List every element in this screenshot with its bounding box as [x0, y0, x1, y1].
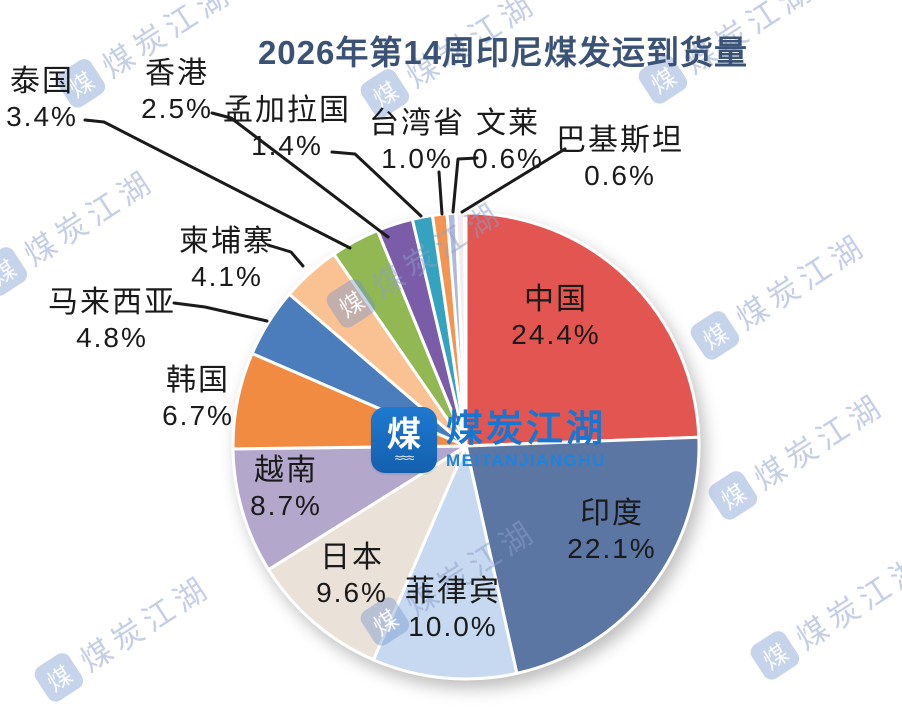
slice-label-thailand: 泰国 3.4% — [6, 65, 78, 132]
brand-logo-icon: 煤 ≈≈≈ — [371, 407, 437, 473]
leader-line-thailand — [83, 118, 352, 250]
pie-slice-菲律宾 — [371, 444, 519, 681]
pie-slice-越南 — [231, 444, 468, 572]
wave-icon: ≈≈≈ — [394, 450, 414, 465]
slice-label-vietnam: 越南 8.7% — [250, 454, 322, 521]
leader-line-taiwan — [437, 170, 444, 216]
slice-label-philippines: 菲律宾 10.0% — [405, 575, 501, 642]
pie-slice-日本 — [266, 444, 468, 662]
slice-label-cambodia: 柬埔寨 4.1% — [179, 225, 275, 292]
slice-label-korea: 韩国 6.7% — [162, 364, 234, 431]
brand-name-en: MEITANJIANGHU — [446, 451, 606, 470]
slice-label-japan: 日本 9.6% — [316, 541, 388, 608]
leader-line-cambodia — [266, 243, 305, 268]
leader-line-brunei — [451, 156, 479, 214]
pie-slice-中国 — [464, 211, 701, 448]
pie-slice-印度 — [464, 435, 701, 675]
leader-line-pakistan — [460, 147, 567, 214]
slice-label-china: 中国 24.4% — [511, 283, 601, 350]
pie-slice-巴基斯坦 — [454, 211, 468, 448]
leader-line-malaysia — [172, 301, 269, 323]
leader-line-hongkong — [210, 111, 390, 239]
slice-label-brunei: 文莱 0.6% — [472, 107, 544, 174]
chart-title: 2026年第14周印尼煤发运到货量 — [257, 34, 749, 71]
slice-label-taiwan: 台湾省 1.0% — [369, 107, 465, 174]
leader-line-bangladesh — [330, 150, 423, 218]
brand-watermark: 煤 ≈≈≈ 煤炭江湖 MEITANJIANGHU — [371, 407, 606, 473]
slice-label-pakistan: 巴基斯坦 0.6% — [556, 124, 684, 191]
brand-name-cn: 煤炭江湖 — [446, 408, 606, 449]
slice-label-malaysia: 马来西亚 4.8% — [48, 286, 176, 353]
slice-label-hongkong: 香港 2.5% — [141, 57, 213, 124]
slice-label-bangladesh: 孟加拉国 1.4% — [223, 94, 351, 161]
slice-label-india: 印度 22.1% — [567, 497, 657, 564]
